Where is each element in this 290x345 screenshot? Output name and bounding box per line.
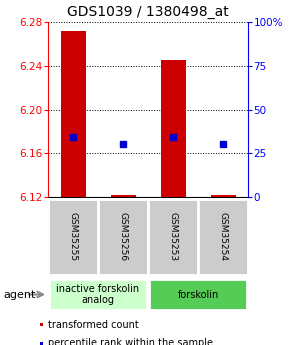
Text: transformed count: transformed count — [48, 319, 138, 329]
Text: agent: agent — [3, 289, 35, 299]
Bar — [211, 195, 235, 197]
Bar — [160, 60, 186, 197]
Bar — [49, 279, 147, 310]
Text: percentile rank within the sample: percentile rank within the sample — [48, 338, 213, 345]
Text: GSM35253: GSM35253 — [168, 213, 177, 262]
Text: inactive forskolin
analog: inactive forskolin analog — [57, 284, 139, 305]
Bar — [148, 199, 198, 275]
Text: GSM35256: GSM35256 — [119, 213, 128, 262]
Bar — [41, 343, 43, 345]
Bar — [110, 195, 135, 197]
Text: forskolin: forskolin — [177, 289, 219, 299]
Bar — [149, 279, 247, 310]
Bar — [198, 199, 248, 275]
Bar — [48, 199, 98, 275]
Bar — [98, 199, 148, 275]
Text: GSM35255: GSM35255 — [68, 213, 77, 262]
Bar — [41, 324, 43, 326]
Text: GDS1039 / 1380498_at: GDS1039 / 1380498_at — [67, 5, 229, 19]
Text: GSM35254: GSM35254 — [218, 213, 227, 262]
Bar — [61, 31, 86, 197]
